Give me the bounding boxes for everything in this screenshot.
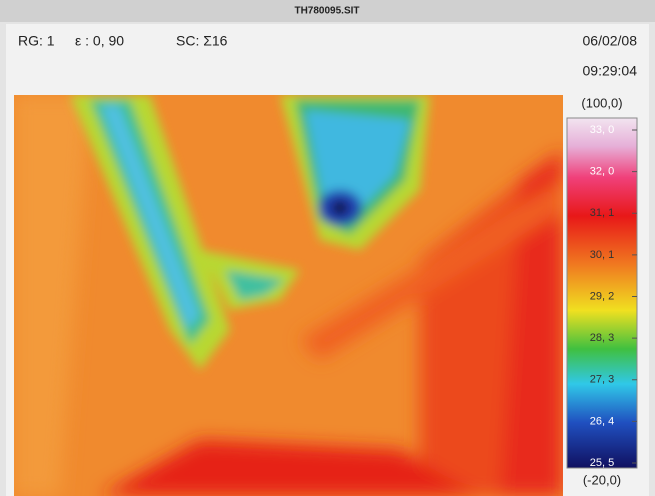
scale-label: 30, 1 — [590, 249, 614, 261]
range: RG: 1 — [18, 33, 55, 49]
emissivity: ε : 0, 90 — [75, 33, 124, 49]
scale-label: 28, 3 — [590, 332, 614, 344]
scale-max: (100,0) — [581, 95, 622, 110]
thermal-window: TH780095.SIT RG: 1 ε : 0, 90 SC: Σ16 06/… — [0, 0, 655, 496]
scale-setting: SC: Σ16 — [176, 33, 228, 49]
scale-label: 29, 2 — [590, 290, 614, 302]
thermal-image — [14, 95, 563, 496]
window-title: TH780095.SIT — [294, 6, 359, 17]
date: 06/02/08 — [583, 33, 638, 49]
scale-label: 33, 0 — [590, 124, 614, 136]
scale-label: 27, 3 — [590, 374, 614, 386]
time: 09:29:04 — [583, 63, 638, 79]
scale-label: 26, 4 — [590, 415, 614, 427]
scale-label: 31, 1 — [590, 207, 614, 219]
scale-label: 32, 0 — [590, 166, 614, 178]
scale-min: (-20,0) — [583, 472, 621, 487]
scale-label: 25, 5 — [590, 457, 614, 469]
